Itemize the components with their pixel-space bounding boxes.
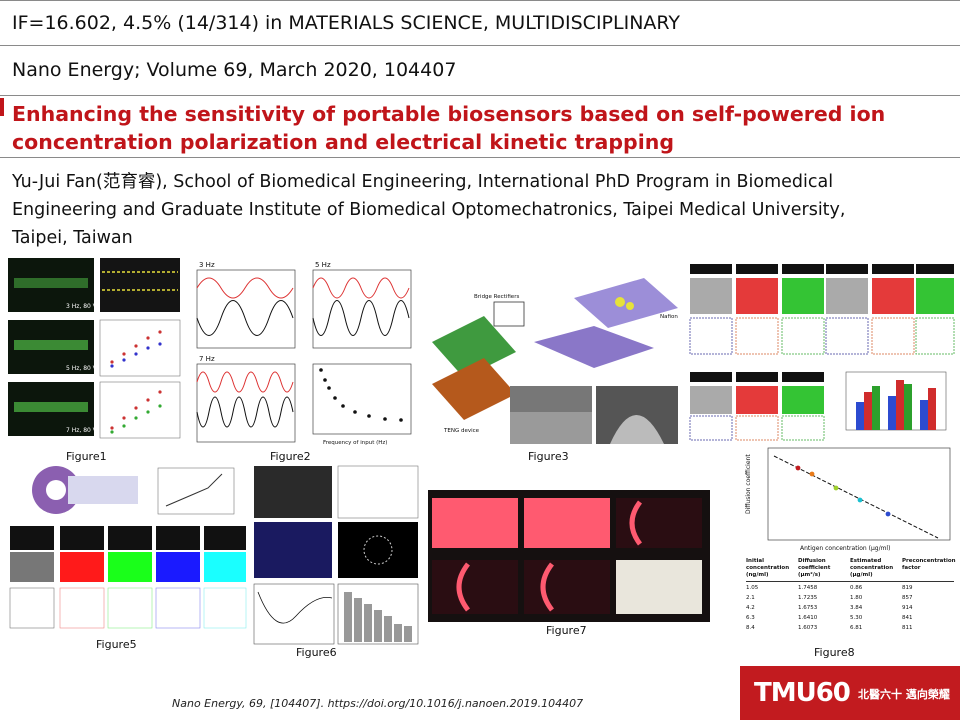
figure5-image [8,462,248,634]
f3-bridge-label: Bridge Rectifiers [474,294,519,300]
paper-title-line2: concentration polarization and electrica… [12,130,674,154]
table-cell: 1.80 [850,595,863,601]
figure5-caption: Figure5 [96,638,137,651]
table-header-cell: Estimated concentration (μg/ml) [850,558,894,578]
title-row: Enhancing the sensitivity of portable bi… [0,96,960,158]
table-row: 1.05 1.7458 0.86 819 [746,585,954,592]
author-line3: Taipei, Taiwan [12,228,133,248]
f2-a-label: 3 Hz [199,261,215,269]
author-text: Yu-Jui Fan(范育睿), School of Biomedical En… [12,168,845,252]
figure8-image: Diffusion coefficient Antigen concentrat… [740,444,956,644]
figure2-image: 3 Hz 5 Hz 7 Hz Frequency of input (Hz) [185,258,420,448]
title-accent-bar [0,98,4,116]
table-cell: 6.3 [746,615,755,621]
figure4-image [686,262,956,442]
logo-text: TMU60 [754,678,851,708]
table-cell: 3.84 [850,605,863,611]
impact-factor-text: IF=16.602, 4.5% (14/314) in MATERIALS SC… [12,12,680,34]
citation-text: Nano Energy, 69, [104407]. https://doi.o… [172,697,584,710]
table-cell: 857 [902,595,913,601]
table-cell: 811 [902,625,913,631]
f2-c-label: 7 Hz [199,355,215,363]
figure8-caption: Figure8 [814,646,855,659]
impact-factor-row: IF=16.602, 4.5% (14/314) in MATERIALS SC… [0,0,960,46]
table-header-cell: Preconcentration factor [902,558,956,571]
figure8-table: Initial concentration (ng/ml) Diffusion … [746,558,956,632]
f3-nafion-label: Nafion [660,314,678,320]
table-row: 6.3 1.6410 5.30 841 [746,615,954,622]
table-cell: 1.6073 [798,625,818,631]
table-header-cell: Diffusion coefficient (μm²/s) [798,558,831,578]
table-cell: 914 [902,605,913,611]
table-cell: 8.4 [746,625,755,631]
table-header-cell: Initial concentration (ng/ml) [746,558,790,578]
figure6-caption: Figure6 [296,646,337,659]
table-cell: 0.86 [850,585,863,591]
figure3-image: Bridge Rectifiers TENG device Nafion [424,262,682,452]
paper-title: Enhancing the sensitivity of portable bi… [12,100,885,156]
f8-xlabel: Antigen concentration (μg/ml) [800,545,890,552]
figure1-image: 3 Hz, 80 V 5 Hz, 80 V 7 Hz, 80 V [8,258,183,448]
table-cell: 5.30 [850,615,863,621]
f3-teng-label: TENG device [443,428,480,434]
f1-a-label: 3 Hz, 80 V [66,303,98,310]
author-line1: Yu-Jui Fan(范育睿), School of Biomedical En… [12,172,834,192]
journal-text: Nano Energy; Volume 69, March 2020, 1044… [12,59,457,81]
f2-xlabel: Frequency of input (Hz) [323,440,387,446]
figure7-image [428,490,710,622]
table-cell: 1.05 [746,585,759,591]
figure7-caption: Figure7 [546,624,587,637]
f8-ylabel: Diffusion coefficient [745,454,752,514]
table-cell: 6.81 [850,625,863,631]
figure3-caption: Figure3 [528,450,569,463]
figure1-caption: Figure1 [66,450,107,463]
table-cell: 1.7235 [798,595,818,601]
table-row: 8.4 1.6073 6.81 811 [746,625,954,632]
table-cell: 2.1 [746,595,755,601]
table-row: 2.1 1.7235 1.80 857 [746,595,954,602]
f2-b-label: 5 Hz [315,261,331,269]
table-cell: 1.7458 [798,585,818,591]
table-cell: 819 [902,585,913,591]
table-cell: 841 [902,615,913,621]
paper-title-line1: Enhancing the sensitivity of portable bi… [12,102,886,126]
figure2-caption: Figure2 [270,450,311,463]
author-line2: Engineering and Graduate Institute of Bi… [12,200,846,220]
f1-b-label: 5 Hz, 80 V [66,365,98,372]
table-cell: 1.6410 [798,615,818,621]
author-row: Yu-Jui Fan(范育睿), School of Biomedical En… [0,158,960,258]
table-header-row: Initial concentration (ng/ml) Diffusion … [746,558,956,582]
journal-row: Nano Energy; Volume 69, March 2020, 1044… [0,46,960,96]
f1-c-label: 7 Hz, 80 V [66,427,98,434]
table-cell: 4.2 [746,605,755,611]
table-cell: 1.6753 [798,605,818,611]
table-row: 4.2 1.6753 3.84 914 [746,605,954,612]
logo-subtext: 北醫六十 邁向榮耀 [858,688,950,701]
figure6-image [252,462,422,648]
tmu60-logo: TMU60 北醫六十 邁向榮耀 [740,666,960,720]
